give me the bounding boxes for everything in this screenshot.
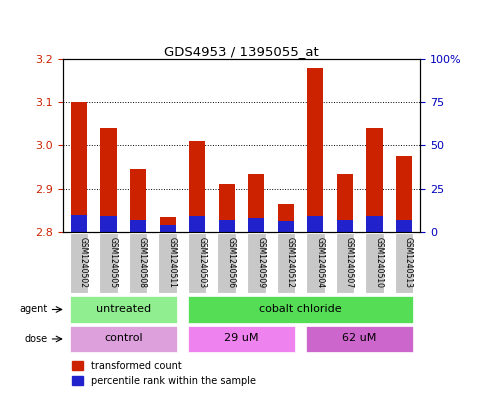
Bar	[396, 156, 412, 232]
Bar	[158, 233, 177, 294]
Title: GDS4953 / 1395055_at: GDS4953 / 1395055_at	[164, 45, 319, 58]
Legend: transformed count, percentile rank within the sample: transformed count, percentile rank withi…	[68, 357, 260, 389]
Bar	[188, 326, 295, 352]
Bar	[306, 233, 325, 294]
Text: dose: dose	[25, 334, 48, 344]
Bar	[337, 174, 353, 232]
Bar	[70, 296, 177, 323]
Text: untreated: untreated	[96, 304, 151, 314]
Bar	[100, 216, 117, 232]
Text: GSM1240513: GSM1240513	[404, 237, 413, 288]
Bar	[217, 233, 236, 294]
Text: GSM1240502: GSM1240502	[79, 237, 88, 288]
Bar	[159, 217, 176, 232]
Bar	[276, 233, 295, 294]
Bar	[366, 216, 383, 232]
Bar	[130, 220, 146, 232]
Bar	[219, 220, 235, 232]
Bar	[130, 169, 146, 232]
Text: GSM1240505: GSM1240505	[109, 237, 117, 288]
Text: GSM1240511: GSM1240511	[168, 237, 177, 288]
Text: agent: agent	[20, 305, 48, 314]
Text: GSM1240504: GSM1240504	[315, 237, 325, 288]
Text: GSM1240508: GSM1240508	[138, 237, 147, 288]
Bar	[71, 215, 87, 232]
Text: GSM1240506: GSM1240506	[227, 237, 236, 288]
Bar	[365, 233, 384, 294]
Bar	[129, 233, 147, 294]
Bar	[306, 326, 413, 352]
Text: GSM1240512: GSM1240512	[286, 237, 295, 288]
Bar	[307, 216, 324, 232]
Bar	[395, 233, 413, 294]
Bar	[71, 102, 87, 232]
Bar	[219, 184, 235, 232]
Bar	[336, 233, 354, 294]
Bar	[278, 204, 294, 232]
Bar	[70, 233, 88, 294]
Bar	[100, 128, 117, 232]
Bar	[247, 233, 266, 294]
Text: GSM1240510: GSM1240510	[374, 237, 384, 288]
Text: 29 uM: 29 uM	[224, 333, 259, 343]
Bar	[188, 296, 413, 323]
Bar	[189, 141, 205, 232]
Bar	[70, 326, 177, 352]
Bar	[248, 174, 264, 232]
Bar	[337, 220, 353, 232]
Bar	[159, 225, 176, 232]
Text: control: control	[104, 333, 142, 343]
Text: GSM1240507: GSM1240507	[345, 237, 354, 288]
Bar	[189, 216, 205, 232]
Bar	[396, 220, 412, 232]
Bar	[99, 233, 118, 294]
Text: 62 uM: 62 uM	[342, 333, 377, 343]
Bar	[366, 128, 383, 232]
Bar	[248, 218, 264, 232]
Text: GSM1240509: GSM1240509	[256, 237, 265, 288]
Bar	[278, 222, 294, 232]
Text: GSM1240503: GSM1240503	[197, 237, 206, 288]
Text: cobalt chloride: cobalt chloride	[259, 304, 342, 314]
Bar	[188, 233, 207, 294]
Bar	[307, 68, 324, 232]
